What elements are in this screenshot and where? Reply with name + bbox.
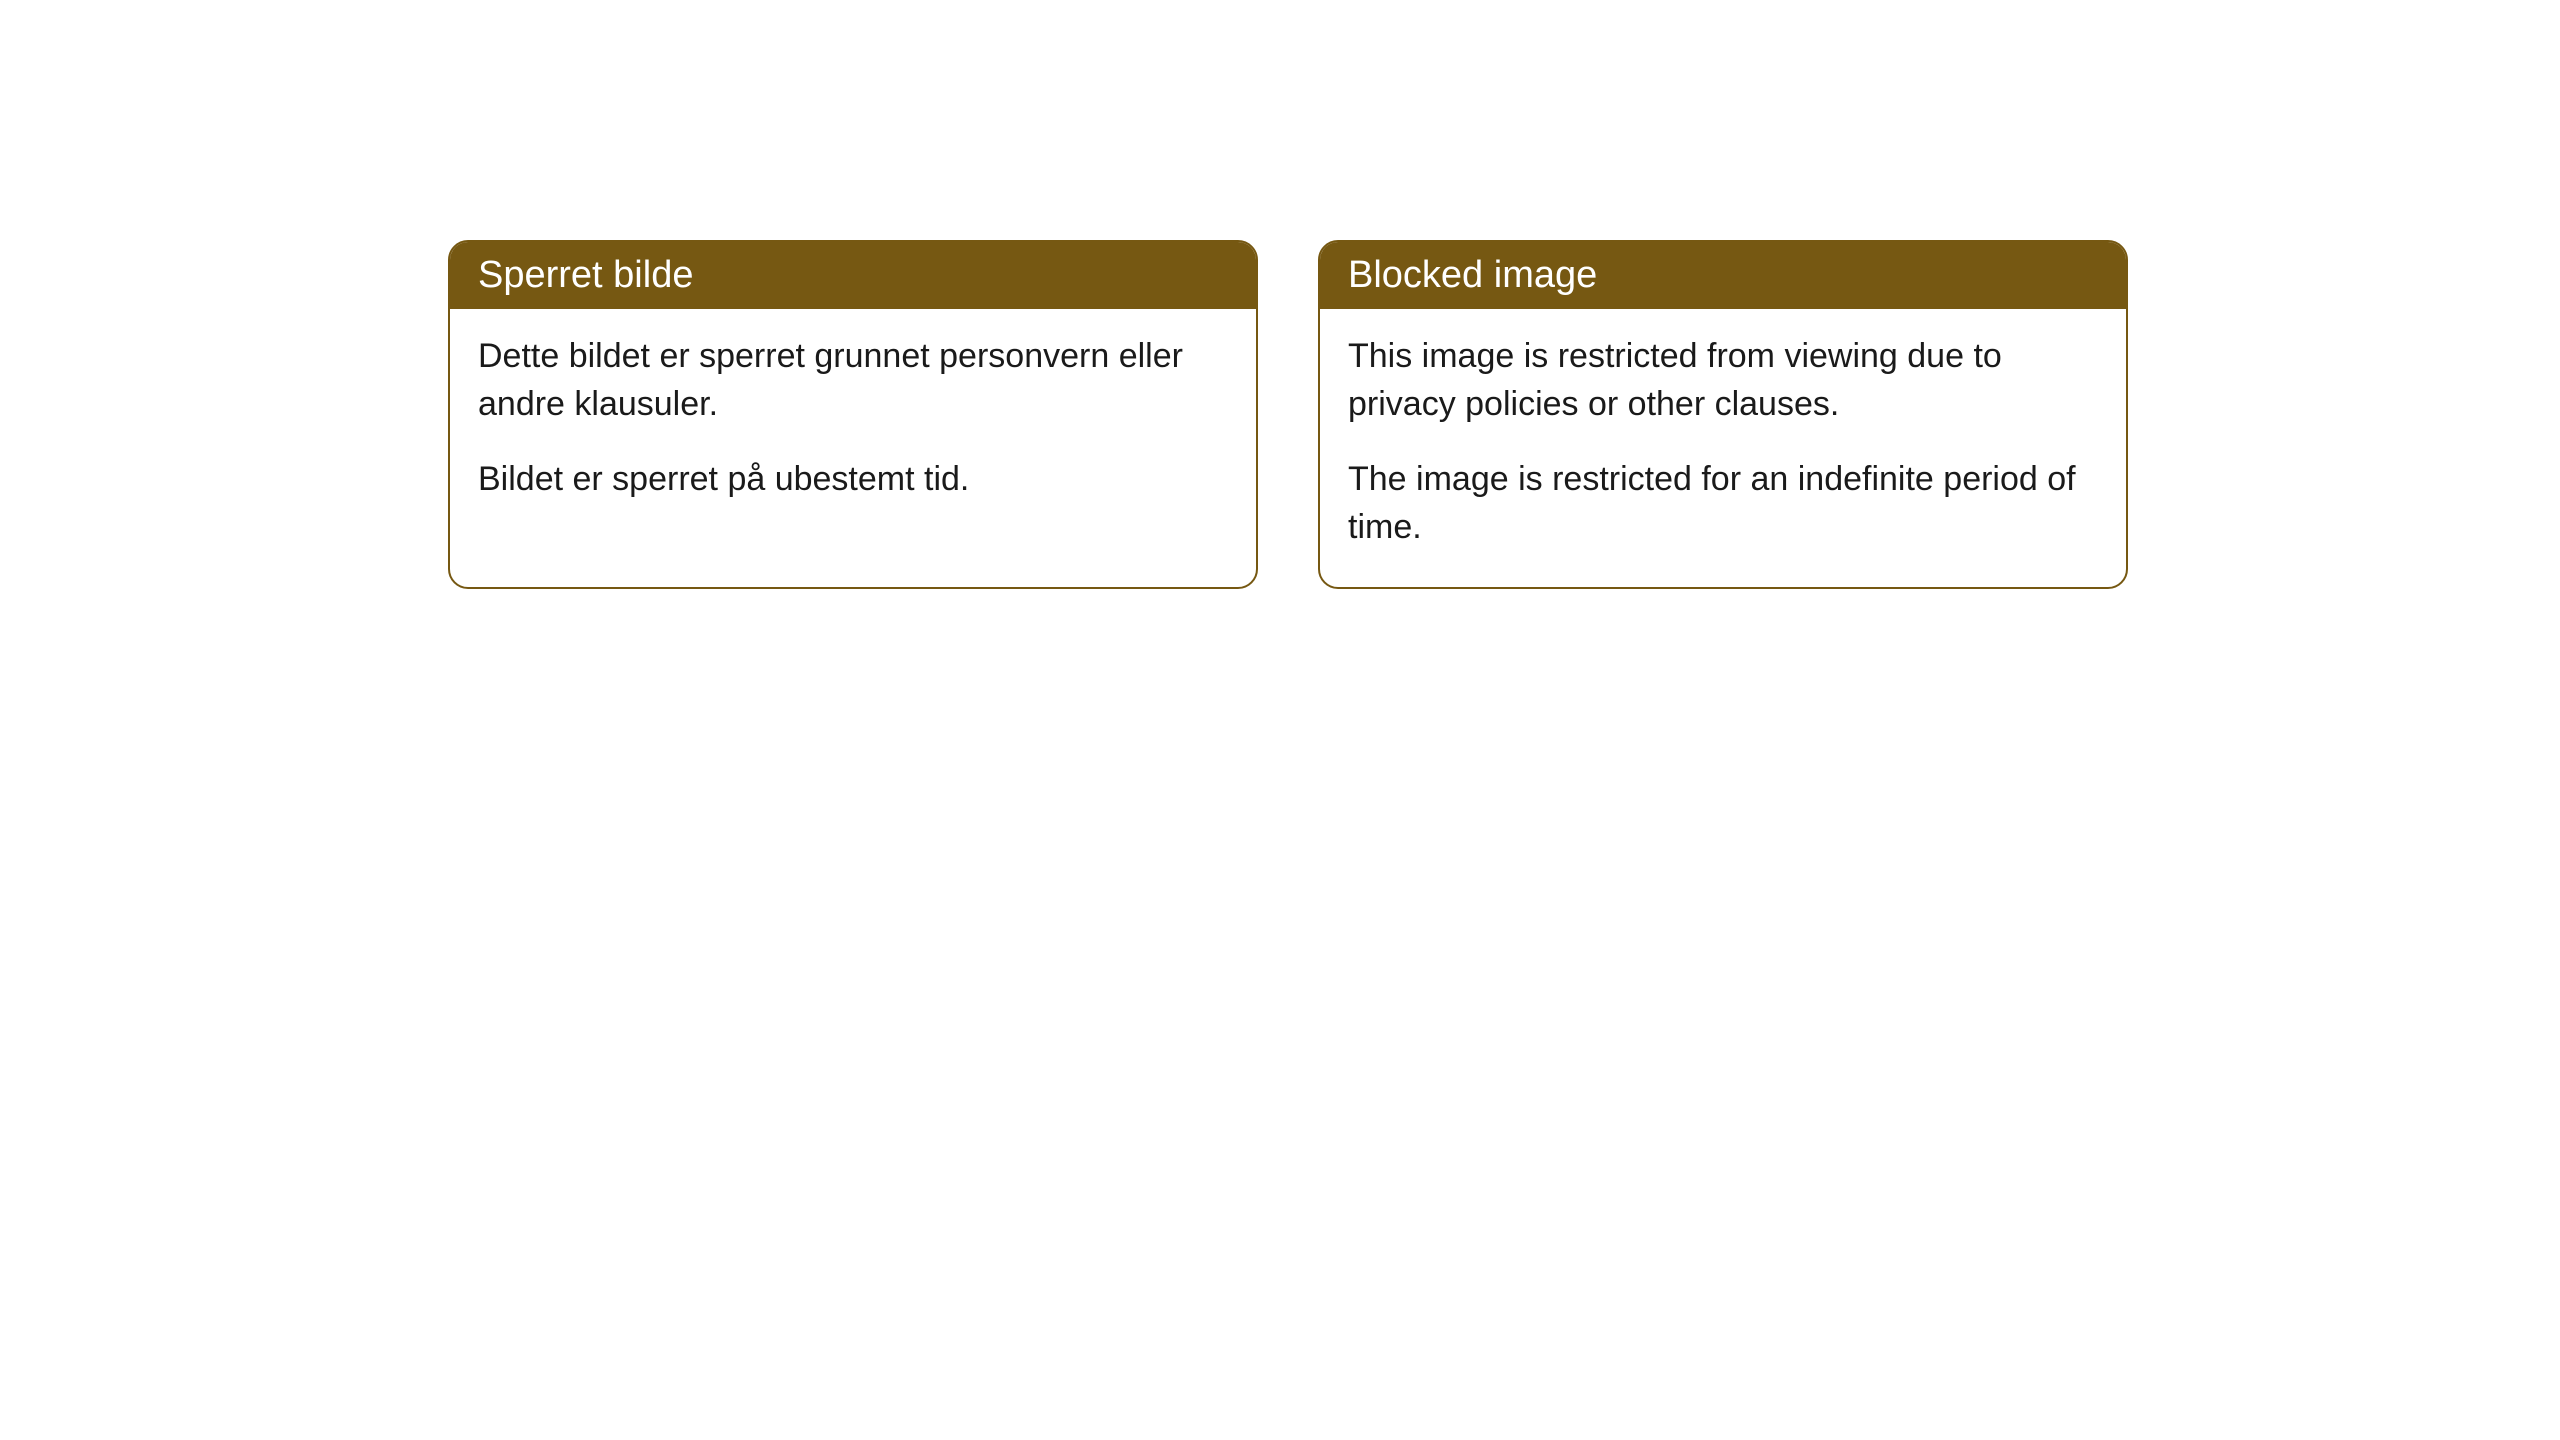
notice-cards-container: Sperret bilde Dette bildet er sperret gr… [448,240,2128,589]
card-paragraph-2-norwegian: Bildet er sperret på ubestemt tid. [478,456,1228,504]
card-header-english: Blocked image [1320,242,2126,309]
card-paragraph-2-english: The image is restricted for an indefinit… [1348,456,2098,551]
card-header-norwegian: Sperret bilde [450,242,1256,309]
blocked-image-card-english: Blocked image This image is restricted f… [1318,240,2128,589]
card-paragraph-1-english: This image is restricted from viewing du… [1348,333,2098,428]
card-body-english: This image is restricted from viewing du… [1320,309,2126,587]
card-body-norwegian: Dette bildet er sperret grunnet personve… [450,309,1256,540]
blocked-image-card-norwegian: Sperret bilde Dette bildet er sperret gr… [448,240,1258,589]
card-paragraph-1-norwegian: Dette bildet er sperret grunnet personve… [478,333,1228,428]
